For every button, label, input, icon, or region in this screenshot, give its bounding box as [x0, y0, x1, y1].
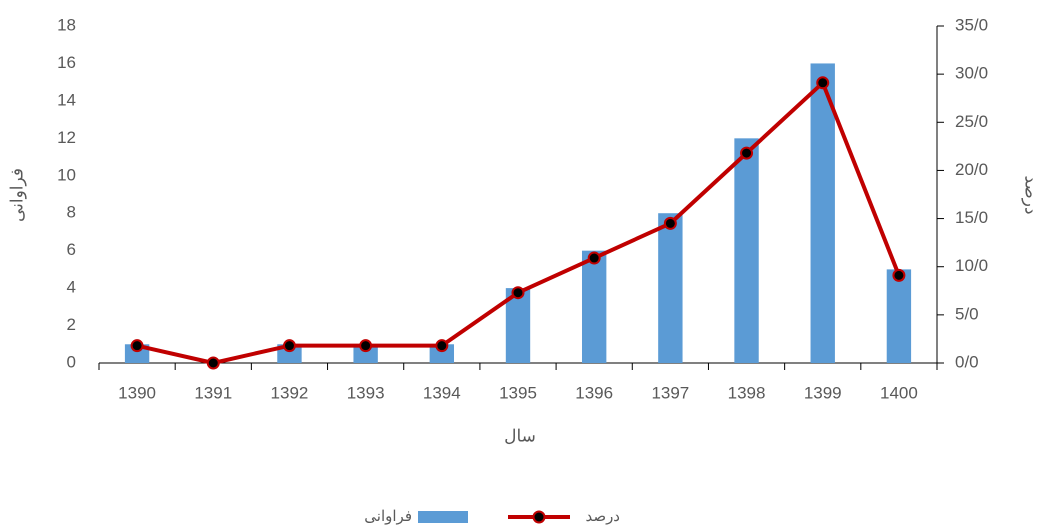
x-tick-label: 1393: [347, 383, 385, 402]
bar: [734, 138, 759, 363]
y-tick-label: 18: [57, 15, 76, 34]
x-tick-label: 1394: [423, 383, 461, 402]
y2-axis-title: درصد: [1021, 175, 1041, 214]
x-tick-label: 1390: [118, 383, 156, 402]
x-tick-label: 1398: [728, 383, 766, 402]
line-marker: [130, 339, 144, 353]
y2-tick-label: 30/0: [955, 64, 988, 83]
y-tick-label: 8: [67, 203, 76, 222]
bar: [429, 344, 455, 363]
y2-tick-label: 15/0: [955, 208, 988, 227]
line-marker: [206, 356, 220, 370]
line-marker: [359, 339, 373, 353]
line-marker: [663, 216, 677, 230]
line-marker: [740, 146, 754, 160]
y2-tick-label: 0/0: [955, 352, 979, 371]
x-tick-label: 1391: [194, 383, 232, 402]
y-tick-label: 4: [67, 278, 76, 297]
x-tick-label: 1392: [271, 383, 309, 402]
x-tick-label: 1395: [499, 383, 537, 402]
line-marker: [892, 268, 906, 282]
line-marker: [435, 339, 449, 353]
x-tick-label: 1396: [575, 383, 613, 402]
y-axis-title: فراوانی: [7, 168, 27, 222]
y-tick-label: 2: [67, 315, 76, 334]
x-axis-title: سال: [504, 426, 536, 445]
bar: [658, 213, 683, 363]
y2-tick-label: 25/0: [955, 112, 988, 131]
x-tick-label: 1397: [651, 383, 689, 402]
y-tick-label: 12: [57, 128, 76, 147]
y-tick-label: 14: [57, 90, 76, 109]
bar: [353, 344, 378, 363]
y-tick-label: 6: [67, 240, 76, 259]
legend-swatch: [418, 511, 468, 523]
y2-tick-label: 10/0: [955, 256, 988, 275]
y2-tick-label: 35/0: [955, 15, 988, 34]
legend-label: درصد: [585, 508, 620, 525]
y2-tick-label: 5/0: [955, 304, 979, 323]
y2-tick-label: 20/0: [955, 160, 988, 179]
line-marker: [587, 251, 601, 265]
bar: [810, 63, 835, 363]
line-marker: [816, 76, 830, 90]
legend-label: فراوانی: [364, 508, 412, 525]
bar: [886, 269, 912, 363]
x-tick-label: 1399: [804, 383, 842, 402]
y-tick-label: 0: [67, 352, 76, 371]
line-marker: [282, 339, 296, 353]
bar: [581, 250, 607, 363]
x-tick-label: 1400: [880, 383, 918, 402]
y-tick-label: 10: [57, 165, 76, 184]
y-tick-label: 16: [57, 53, 76, 72]
legend-marker: [532, 510, 546, 524]
line-marker: [511, 286, 525, 300]
